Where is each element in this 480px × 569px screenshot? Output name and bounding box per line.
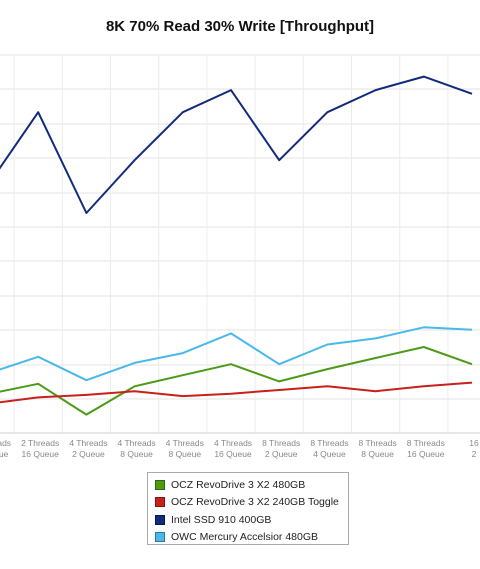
x-tick-label: 2 Threads [0,438,11,448]
x-tick-label: 4 Threads [214,438,252,448]
x-tick-label: 2 Queue [265,449,298,459]
x-tick-label: 16 Queue [214,449,252,459]
legend-swatch [155,497,165,508]
x-tick-label: 2 Threads [21,438,59,448]
x-tick-label: 2 Queue [0,449,9,459]
x-tick-label: 16 Queue [407,449,445,459]
x-tick-label: 2 [472,449,477,459]
series-line-1 [0,381,473,404]
x-tick-label: 8 Threads [407,438,445,448]
legend: OCZ RevoDrive 3 X2 480GB OCZ RevoDrive 3 … [147,472,349,545]
x-tick-label: 4 Queue [313,449,346,459]
x-tick-label: 16 [469,438,479,448]
legend-swatch [155,532,165,543]
legend-item: OCZ RevoDrive 3 X2 480GB [155,476,348,494]
series-line-3 [0,326,473,382]
x-tick-label: 8 Queue [361,449,394,459]
legend-label: OWC Mercury Accelsior 480GB [171,531,319,544]
legend-label: OCZ RevoDrive 3 X2 480GB [171,478,306,491]
series-line-2 [0,75,473,214]
x-tick-label: 8 Queue [120,449,153,459]
grid-lines [0,54,480,434]
x-tick-label: 8 Queue [168,449,201,459]
x-tick-label: 4 Threads [118,438,156,448]
x-tick-label: 8 Threads [359,438,397,448]
x-tick-label: 16 Queue [22,449,60,459]
x-tick-label: 8 Threads [262,438,300,448]
chart-title: 8K 70% Read 30% Write [Throughput] [105,18,375,35]
x-tick-label: 2 Queue [72,449,105,459]
legend-label: Intel SSD 910 400GB [171,513,272,526]
x-tick-label: 4 Threads [69,438,107,448]
series-lines [0,75,473,416]
legend-item: OCZ RevoDrive 3 X2 240GB Toggle [155,494,348,512]
legend-item: OWC Mercury Accelsior 480GB [155,529,348,547]
legend-item: Intel SSD 910 400GB [155,511,348,529]
legend-swatch [155,479,165,490]
x-tick-label: 8 Threads [310,438,348,448]
legend-swatch [155,514,165,525]
series-line-0 [0,346,473,416]
legend-label: OCZ RevoDrive 3 X2 240GB Toggle [171,496,339,509]
x-tick-label: 4 Threads [166,438,204,448]
